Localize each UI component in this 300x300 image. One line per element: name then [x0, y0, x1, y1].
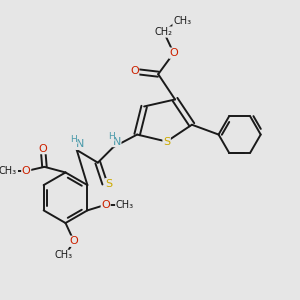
Text: O: O [130, 66, 139, 76]
Text: S: S [106, 179, 112, 189]
Text: O: O [22, 166, 31, 176]
Text: S: S [163, 136, 170, 147]
Text: CH₃: CH₃ [173, 16, 191, 26]
Text: O: O [169, 48, 178, 58]
Text: N: N [112, 136, 121, 147]
Text: CH₃: CH₃ [116, 200, 134, 210]
Text: O: O [101, 200, 110, 210]
Text: CH₃: CH₃ [55, 250, 73, 260]
Text: CH₃: CH₃ [0, 166, 17, 176]
Text: CH₂: CH₂ [155, 27, 173, 37]
Text: O: O [39, 144, 47, 154]
Text: N: N [76, 140, 84, 149]
Text: O: O [70, 236, 78, 246]
Text: H: H [108, 132, 114, 141]
Text: H: H [70, 135, 77, 144]
